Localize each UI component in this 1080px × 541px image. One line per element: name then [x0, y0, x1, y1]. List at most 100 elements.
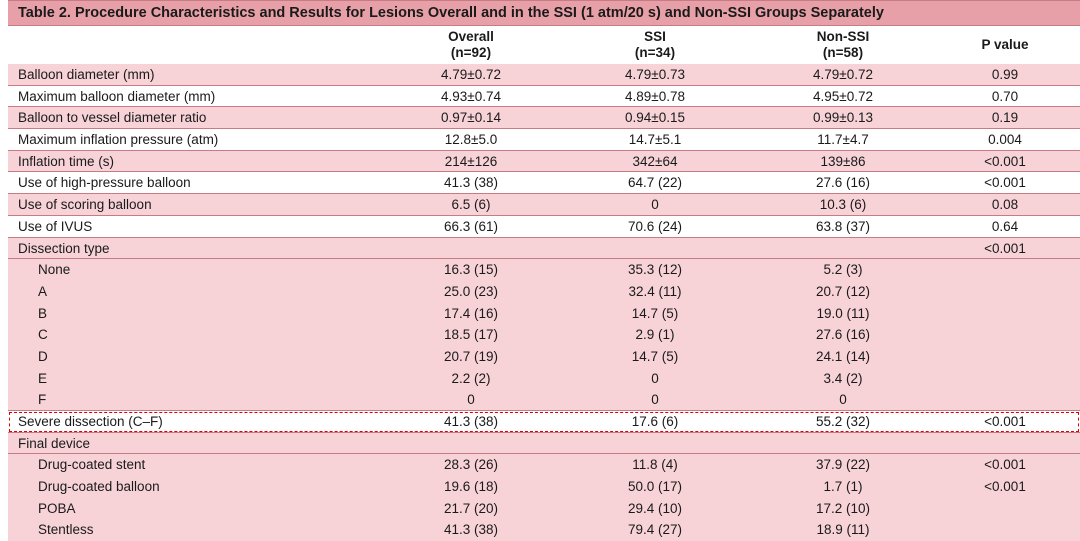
- cell-overall: 12.8±5.0: [444, 132, 498, 148]
- row-label: E: [38, 370, 48, 386]
- cell-ssi: 4.79±0.73: [625, 67, 685, 82]
- cell-non-ssi: 5.2 (3): [823, 262, 863, 278]
- cell-overall: 41.3 (38): [443, 522, 499, 538]
- table-row: Drug-coated balloon 19.6 (18) 50.0 (17) 1.7…: [8, 476, 1080, 498]
- row-label: Dissection type: [18, 240, 110, 256]
- row-label: POBA: [38, 500, 76, 516]
- table-row: Use of IVUS 66.3 (61) 70.6 (24) 63.8 (37) 0.…: [8, 215, 1080, 238]
- cell-ssi: 70.6 (24): [627, 218, 683, 234]
- cell-non-ssi: 37.9 (22): [815, 457, 871, 473]
- cell-non-ssi: 18.9 (11): [816, 522, 870, 538]
- cell-p-value: <0.001: [984, 175, 1026, 191]
- row-label: D: [38, 348, 48, 364]
- cell-ssi: 50.0 (17): [627, 479, 683, 495]
- cell-ssi: 0: [651, 197, 659, 213]
- cell-p-value: <0.001: [984, 479, 1026, 495]
- cell-p-value: <0.001: [984, 240, 1026, 256]
- table-row: B 17.4 (16) 14.7 (5) 19.0 (11): [8, 302, 1080, 325]
- cell-overall: 4.79±0.72: [441, 67, 501, 82]
- row-label: Balloon diameter (mm): [18, 67, 155, 82]
- cell-ssi: 4.89±0.78: [625, 88, 685, 104]
- row-label: C: [38, 327, 48, 343]
- cell-non-ssi: 27.6 (16): [815, 327, 871, 343]
- cell-ssi: 14.7 (5): [631, 305, 679, 321]
- cell-non-ssi: 20.7 (12): [815, 283, 871, 299]
- row-label: Use of IVUS: [18, 218, 93, 234]
- cell-p-value: 0.99: [991, 67, 1019, 82]
- row-label: None: [38, 262, 71, 278]
- cell-overall: 16.3 (15): [443, 262, 499, 278]
- table-row: A 25.0 (23) 32.4 (11) 20.7 (12): [8, 280, 1080, 303]
- cell-p-value: 0.70: [991, 88, 1019, 104]
- table-row: None 16.3 (15) 35.3 (12) 5.2 (3): [8, 259, 1080, 281]
- table-row: Drug-coated stent 28.3 (26) 11.8 (4) 37.9 (…: [8, 454, 1080, 477]
- row-label: Use of high-pressure balloon: [18, 175, 191, 191]
- table-body: Balloon diameter (mm) 4.79±0.72 4.79±0.73 4…: [8, 64, 1080, 541]
- table-row: Maximum balloon diameter (mm) 4.93±0.74 4.…: [8, 85, 1080, 108]
- cell-non-ssi: 0.99±0.13: [813, 110, 873, 126]
- cell-overall: 19.6 (18): [443, 479, 499, 495]
- header-non-ssi: Non-SSI (n=58): [816, 29, 870, 60]
- table-row: Balloon diameter (mm) 4.79±0.72 4.79±0.73 4…: [8, 64, 1080, 86]
- table-row: C 18.5 (17) 2.9 (1) 27.6 (16): [8, 324, 1080, 346]
- cell-overall: 21.7 (20): [443, 500, 499, 516]
- cell-ssi: 2.9 (1): [635, 327, 675, 343]
- row-label: A: [38, 283, 48, 299]
- table-row: Inflation time (s) 214±126 342±64 139±86 <0.…: [8, 150, 1080, 173]
- cell-non-ssi: 0: [839, 392, 847, 408]
- cell-ssi: 0: [651, 392, 659, 408]
- row-label: B: [38, 305, 48, 321]
- cell-overall: 0.97±0.14: [441, 110, 501, 126]
- cell-non-ssi: 27.6 (16): [815, 175, 871, 191]
- cell-ssi: 29.4 (10): [627, 500, 683, 516]
- cell-ssi: 32.4 (11): [628, 283, 682, 299]
- cell-overall: 214±126: [444, 153, 498, 169]
- cell-overall: 41.3 (38): [443, 175, 499, 191]
- cell-overall: 20.7 (19): [443, 348, 499, 364]
- cell-overall: 4.93±0.74: [441, 88, 501, 104]
- row-label: F: [38, 392, 47, 408]
- cell-non-ssi: 55.2 (32): [815, 414, 871, 429]
- cell-non-ssi: 4.95±0.72: [813, 88, 873, 104]
- cell-p-value: 0.19: [991, 110, 1019, 126]
- table-row: Final device: [8, 432, 1080, 455]
- table-row: Balloon to vessel diameter ratio 0.97±0.1…: [8, 107, 1080, 130]
- cell-p-value: <0.001: [984, 414, 1026, 429]
- cell-ssi: 17.6 (6): [631, 414, 679, 429]
- cell-ssi: 35.3 (12): [627, 262, 683, 278]
- table-title: Table 2. Procedure Characteristics and R…: [8, 0, 1080, 26]
- table-header-row: Overall (n=92) SSI (n=34) Non-SSI (n=58)…: [8, 26, 1080, 65]
- row-label: Stentless: [38, 522, 94, 538]
- cell-ssi: 64.7 (22): [627, 175, 683, 191]
- header-ssi: SSI (n=34): [634, 29, 676, 60]
- table-row: Use of scoring balloon 6.5 (6) 0 10.3 (6) 0.…: [8, 194, 1080, 216]
- cell-ssi: 0: [651, 370, 659, 386]
- row-label: Use of scoring balloon: [18, 197, 152, 213]
- row-label: Maximum inflation pressure (atm): [18, 132, 219, 148]
- cell-non-ssi: 24.1 (14): [815, 348, 871, 364]
- cell-p-value: <0.001: [984, 457, 1026, 473]
- cell-ssi: 14.7±5.1: [628, 132, 682, 148]
- row-label: Maximum balloon diameter (mm): [18, 88, 216, 104]
- row-label: Drug-coated balloon: [38, 479, 160, 495]
- cell-overall: 25.0 (23): [443, 283, 499, 299]
- row-label: Final device: [18, 435, 91, 451]
- row-label: Balloon to vessel diameter ratio: [18, 110, 207, 126]
- header-overall: Overall (n=92): [448, 29, 494, 60]
- header-p-value: P value: [981, 37, 1029, 52]
- cell-non-ssi: 19.0 (11): [816, 305, 870, 321]
- cell-ssi: 14.7 (5): [631, 348, 679, 364]
- cell-non-ssi: 139±86: [820, 153, 866, 169]
- table-row: Maximum inflation pressure (atm) 12.8±5.0…: [8, 129, 1080, 151]
- row-label: Drug-coated stent: [38, 457, 146, 473]
- cell-overall: 28.3 (26): [443, 457, 499, 473]
- table-row: D 20.7 (19) 14.7 (5) 24.1 (14): [8, 345, 1080, 368]
- table-row: POBA 21.7 (20) 29.4 (10) 17.2 (10): [8, 497, 1080, 520]
- cell-ssi: 79.4 (27): [627, 522, 683, 538]
- cell-non-ssi: 17.2 (10): [815, 500, 871, 516]
- cell-ssi: 342±64: [632, 153, 678, 169]
- cell-non-ssi: 10.3 (6): [819, 197, 867, 213]
- cell-p-value: 0.64: [991, 218, 1019, 234]
- cell-overall: 6.5 (6): [451, 197, 491, 213]
